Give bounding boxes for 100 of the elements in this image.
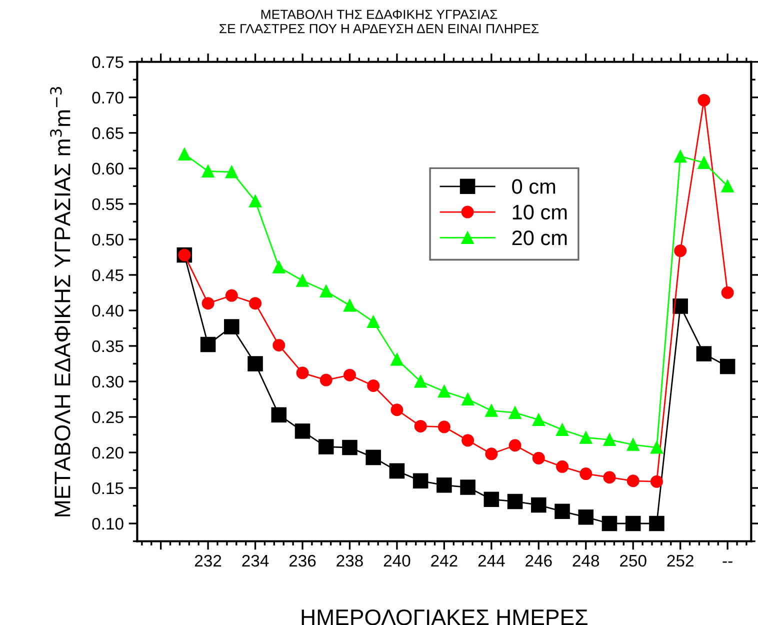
x-tick-label: 236 <box>289 554 316 567</box>
point <box>649 516 664 532</box>
point <box>672 298 688 314</box>
point <box>296 366 309 380</box>
x-tick-label: 242 <box>431 554 458 567</box>
point <box>272 338 286 352</box>
point <box>342 440 358 456</box>
point <box>485 448 498 460</box>
point <box>412 473 428 489</box>
point <box>462 434 474 447</box>
point <box>531 497 546 513</box>
point <box>650 475 663 488</box>
point <box>436 478 452 493</box>
point <box>554 504 570 520</box>
x-tick-label: 252 <box>667 554 694 567</box>
x-axis-title: ΗΜΕΡΟΛΟΓΙΑΚΕΣ ΗΜΕΡΕΣ <box>302 609 588 625</box>
x-tick-label: -- <box>722 561 732 563</box>
y-tick-label: 0.65 <box>92 127 124 140</box>
point <box>625 516 641 532</box>
point <box>626 474 640 488</box>
point <box>650 441 663 454</box>
point <box>343 299 356 312</box>
point <box>484 492 500 507</box>
chart-title: ΜΕΤΑΒΟΛΗ ΤΗΣ ΕΔΑΦΙΚΗΣ ΥΓΡΑΣΙΑΣ ΣΕ ΓΛΑΣΤΡΕΣ ΠΟΥ Η ΑΡΔΕΥΣΗ ΔΕΝ ΕΙΝΑΙ ΠΛΗΡΕΣ <box>220 10 539 34</box>
point <box>224 319 240 334</box>
point <box>721 286 734 299</box>
point <box>696 346 712 362</box>
point <box>414 375 427 388</box>
point <box>225 289 238 302</box>
point <box>438 420 450 434</box>
point <box>485 404 498 417</box>
point <box>390 404 404 416</box>
y-tick-label: 0.50 <box>92 234 124 246</box>
y-axis-title: ΜΕΤΑΒΟΛΗ ΕΔΑΦΙΚΗΣ ΥΓΡΑΣΙΑΣ m$^{3}$m$^{−3}$ <box>50 87 70 516</box>
point <box>580 431 592 444</box>
point <box>294 424 310 439</box>
y-tick-label: 0.10 <box>92 518 124 530</box>
y-tick-label: 0.25 <box>92 411 124 424</box>
point <box>320 374 332 386</box>
point <box>367 316 380 328</box>
point <box>296 274 309 287</box>
point <box>438 385 450 398</box>
y-tick-label: 0.55 <box>92 198 124 210</box>
x-tick-label: 238 <box>336 554 363 567</box>
x-tick-label: 250 <box>620 554 646 567</box>
legend-label: 20 cm <box>512 230 567 246</box>
point <box>721 180 734 192</box>
y-tick-label: 0.45 <box>92 269 124 282</box>
point <box>320 285 332 298</box>
y-tick-label: 0.75 <box>92 56 124 68</box>
x-tick-label: 232 <box>194 554 222 567</box>
point <box>556 460 569 473</box>
point <box>532 452 545 464</box>
y-tick-label: 0.20 <box>92 446 124 459</box>
x-tick-label: 234 <box>242 554 269 567</box>
point <box>507 494 523 510</box>
point <box>508 439 522 452</box>
x-tick-label: 240 <box>384 554 410 567</box>
point <box>580 468 592 480</box>
point <box>343 368 356 382</box>
point <box>698 156 710 169</box>
point <box>202 297 214 310</box>
point <box>249 194 262 208</box>
point <box>366 450 381 466</box>
point <box>674 150 687 163</box>
point <box>603 471 616 484</box>
point <box>367 379 380 392</box>
point <box>225 166 238 178</box>
x-tick-label: 248 <box>572 554 600 567</box>
point <box>178 148 191 160</box>
point <box>462 392 474 406</box>
point <box>556 424 569 436</box>
point <box>272 260 286 274</box>
point <box>200 336 216 352</box>
point <box>249 297 262 310</box>
point <box>674 244 687 258</box>
point <box>248 356 263 372</box>
y-tick-label: 0.60 <box>92 162 124 175</box>
legend-label: 0 cm <box>512 179 556 194</box>
x-tick-label: 246 <box>526 554 552 567</box>
point <box>390 353 404 366</box>
point <box>414 420 427 432</box>
point <box>626 438 640 451</box>
point <box>318 439 334 454</box>
point <box>578 509 594 525</box>
y-tick-label: 0.15 <box>92 482 124 494</box>
legend-label: 10 cm <box>512 204 567 220</box>
y-tick-label: 0.70 <box>92 92 124 104</box>
point <box>508 406 522 419</box>
point <box>603 433 616 446</box>
point <box>271 407 287 422</box>
point <box>720 358 736 374</box>
x-tick-label: 244 <box>478 554 505 567</box>
point <box>389 463 405 479</box>
y-tick-label: 0.35 <box>92 340 124 352</box>
point <box>202 164 214 178</box>
y-tick-label: 0.30 <box>92 376 124 388</box>
point <box>698 94 710 106</box>
point <box>460 480 476 495</box>
y-tick-label: 0.40 <box>92 304 124 317</box>
